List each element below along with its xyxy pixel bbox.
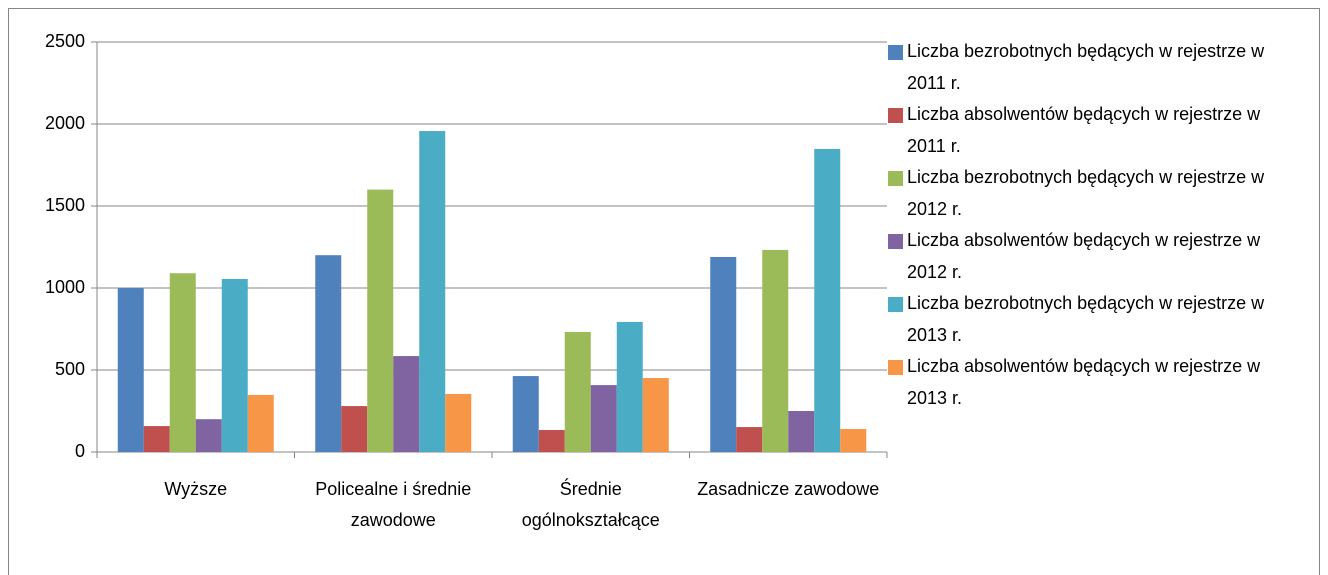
bar: [341, 406, 368, 452]
bar: [538, 430, 565, 452]
bar: [419, 131, 446, 452]
x-tick-label: Zasadnicze zawodowe: [697, 479, 880, 499]
bar: [393, 356, 420, 452]
legend-label: Liczba absolwentów będących w rejestrze …: [907, 230, 1261, 282]
legend-swatch: [888, 171, 903, 186]
legend-swatch: [888, 234, 903, 249]
y-tick-label: 2500: [45, 31, 85, 51]
bar: [788, 411, 815, 452]
bar: [762, 249, 789, 452]
legend-label: Liczba absolwentów będących w rejestrze …: [907, 104, 1261, 156]
bar: [590, 385, 617, 452]
bar: [169, 273, 196, 452]
bar: [143, 426, 170, 452]
bar: [367, 189, 394, 452]
bar: [616, 321, 643, 452]
legend-label: Liczba absolwentów będących w rejestrze …: [907, 356, 1261, 408]
bar: [840, 429, 867, 452]
x-tick-label: Średnie ogólnokształcące: [521, 479, 660, 530]
legend-label: Liczba bezrobotnych będących w rejestrze…: [907, 167, 1265, 219]
bar: [315, 255, 342, 452]
bar: [814, 148, 841, 453]
bar: [195, 419, 222, 452]
y-tick-label: 500: [55, 359, 85, 379]
bar: [221, 278, 248, 452]
bar: [512, 376, 539, 452]
bar: [564, 331, 591, 452]
x-tick-label: Policealne i średnie zawodowe: [315, 479, 472, 530]
bar: [247, 394, 274, 452]
legend-swatch: [888, 45, 903, 60]
y-tick-label: 0: [75, 441, 85, 461]
bar: [710, 257, 737, 452]
y-tick-label: 1000: [45, 277, 85, 297]
y-tick-label: 2000: [45, 113, 85, 133]
y-tick-label: 1500: [45, 195, 85, 215]
bar: [117, 288, 144, 452]
chart-frame: [8, 8, 1320, 575]
legend-swatch: [888, 297, 903, 312]
legend-swatch: [888, 360, 903, 375]
legend-label: Liczba bezrobotnych będących w rejestrze…: [907, 41, 1265, 93]
bar: [736, 427, 763, 452]
legend-label: Liczba bezrobotnych będących w rejestrze…: [907, 293, 1265, 345]
bar: [642, 378, 669, 452]
legend-swatch: [888, 108, 903, 123]
x-tick-label: Wyższe: [164, 479, 228, 499]
bar: [445, 393, 472, 452]
